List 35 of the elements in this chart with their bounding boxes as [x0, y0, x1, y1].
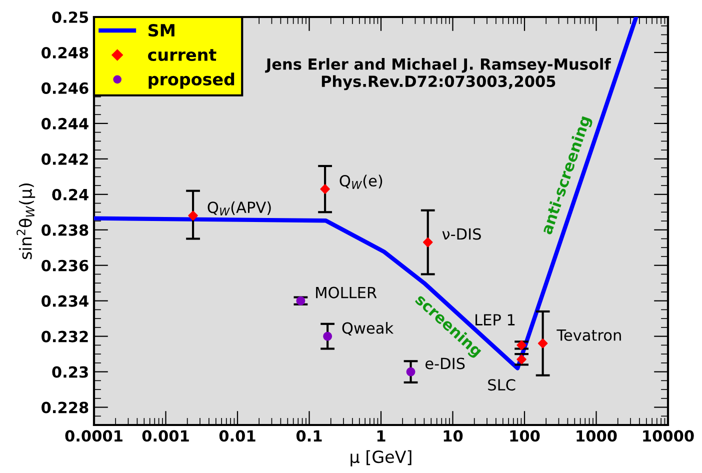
annotation: Tevatron [556, 330, 621, 341]
annotation: Jens Erler and Michael J. Ramsey-Musolf Phys.Rev.D72:073003,2005 [265, 58, 611, 90]
annotation: Qweak [342, 322, 394, 336]
x-axis-title: μ [GeV] [350, 450, 412, 466]
x-tick-label: 1000 [576, 430, 617, 442]
y-tick-label: 0.246 [42, 82, 88, 94]
x-tick-label: 10 [444, 430, 463, 442]
x-tick-label: 10000 [643, 430, 694, 442]
legend-label: current [148, 49, 216, 62]
annotation: ν-DIS [442, 228, 481, 240]
y-tick-label: 0.238 [42, 224, 88, 236]
annotation: MOLLER [316, 286, 377, 298]
y-tick-label: 0.228 [42, 402, 88, 414]
x-tick-label: 1 [377, 430, 386, 442]
y-tick-label: 0.248 [42, 46, 88, 58]
legend-label: proposed [148, 72, 234, 89]
x-tick-label: 0.1 [296, 430, 322, 442]
annotation: e-DIS [426, 358, 465, 370]
legend-label: SM [148, 24, 174, 37]
x-tick-label: 0.01 [219, 430, 256, 442]
y-tick-label: 0.24 [52, 188, 88, 200]
y-tick-label: 0.234 [42, 295, 88, 307]
y-tick-label: 0.242 [42, 153, 88, 165]
y-axis-title: sin$^{2}$θ$_{W}$(μ) [16, 184, 36, 260]
x-tick-label: 0.0001 [65, 430, 122, 442]
y-tick-label: 0.236 [42, 260, 88, 272]
y-tick-label: 0.25 [52, 11, 88, 24]
annotation: Q$_{W}$(APV) [208, 201, 271, 216]
y-tick-label: 0.232 [42, 330, 88, 342]
x-tick-label: 100 [510, 430, 540, 442]
annotation: Q$_{W}$(e) [340, 174, 382, 189]
y-tick-label: 0.23 [52, 366, 88, 378]
annotation: SLC [488, 379, 516, 391]
y-tick-label: 0.244 [42, 118, 88, 130]
x-tick-label: 0.001 [142, 430, 189, 442]
